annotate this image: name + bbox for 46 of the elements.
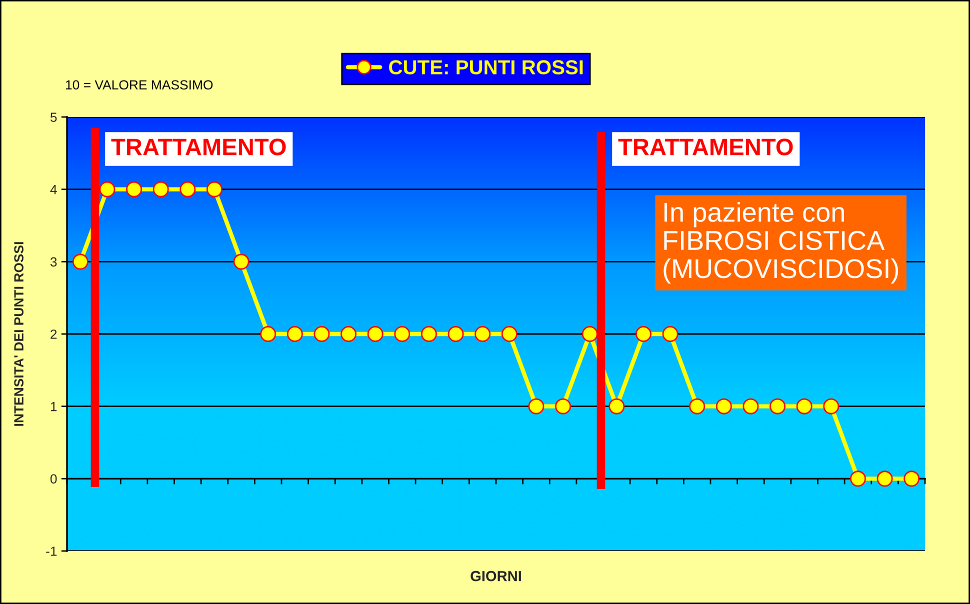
y-axis-title: INTENSITA' DEI PUNTI ROSSI [14,242,24,426]
annotation: TRATTAMENTO [111,138,286,156]
point [180,181,196,198]
point [662,326,678,342]
point [152,181,169,198]
point [233,254,250,270]
legend-label: CUTE: PUNTI ROSSI [389,60,583,74]
annotation: TRATTAMENTO [618,138,793,156]
point [126,181,142,198]
point [340,326,357,342]
point [555,398,572,414]
point [286,326,303,342]
point [635,326,652,342]
y-tick-label: 4 [50,185,57,194]
point [474,326,491,342]
point [716,398,732,414]
y-tick-label: 1 [50,402,57,412]
point [770,398,786,414]
x-axis-title: GIORNI [470,570,521,582]
point [876,470,893,487]
point [367,326,384,342]
point [501,326,518,342]
point [260,326,276,342]
point [742,398,759,414]
y-tick-label: 0 [50,474,57,484]
point [206,181,222,198]
point [420,326,437,342]
point [904,470,920,487]
y-tick-label: 3 [50,257,57,267]
annotation: In paziente con FIBROSI CISTICA (MUCOVISCIDOSI) [664,202,898,284]
point [608,398,625,414]
point [823,398,840,414]
y-tick-label: -1 [46,546,57,556]
point [72,254,88,270]
point [689,398,706,414]
point [394,326,410,342]
text: 10 = VALORE MASSIMO [66,80,213,90]
point [448,326,464,342]
point [314,326,330,342]
point [796,398,812,414]
y-tick-label: 2 [50,330,57,339]
y-tick-label: 5 [50,112,57,122]
point [582,326,598,342]
point [850,470,866,487]
point [99,181,116,198]
point [528,398,544,414]
